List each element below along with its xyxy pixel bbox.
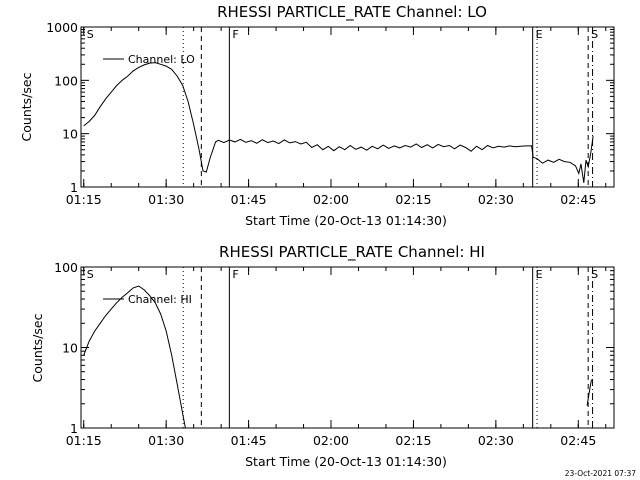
- hi-marker-label: S: [87, 268, 94, 281]
- hi-x-tick-label: 02:45: [560, 433, 596, 448]
- hi-chart-title: RHESSI PARTICLE_RATE Channel: HI: [219, 243, 485, 262]
- lo-series-line: [83, 62, 594, 183]
- hi-y-tick-label: 100: [54, 260, 78, 275]
- lo-chart-title: RHESSI PARTICLE_RATE Channel: LO: [217, 3, 487, 22]
- lo-y-axis-label: Counts/sec: [19, 72, 34, 141]
- hi-y-tick-label: 10: [62, 341, 78, 356]
- hi-x-tick-label: 02:00: [313, 433, 349, 448]
- lo-x-tick-label: 02:45: [560, 192, 596, 207]
- hi-series-line: [83, 285, 186, 428]
- hi-series-line: [586, 379, 592, 406]
- lo-y-tick-label: 10: [62, 127, 78, 142]
- hi-legend-label: Channel: HI: [128, 293, 192, 306]
- hi-y-tick-label: 1: [70, 421, 78, 436]
- hi-x-tick-label: 02:15: [395, 433, 431, 448]
- lo-marker-label: S: [591, 28, 598, 41]
- hi-x-tick-label: 01:30: [148, 433, 184, 448]
- hi-x-tick-label: 01:15: [66, 433, 102, 448]
- lo-marker-label: F: [232, 28, 238, 41]
- lo-channel-panel: RHESSI PARTICLE_RATE Channel: LO Start T…: [19, 3, 615, 228]
- lo-x-tick-label: 01:15: [66, 192, 102, 207]
- lo-x-tick-label: 01:45: [231, 192, 267, 207]
- lo-x-axis-label: Start Time (20-Oct-13 01:14:30): [245, 213, 447, 228]
- hi-x-axis-label: Start Time (20-Oct-13 01:14:30): [245, 454, 447, 469]
- hi-channel-panel: RHESSI PARTICLE_RATE Channel: HI Start T…: [30, 243, 615, 469]
- lo-marker-label: E: [536, 28, 543, 41]
- lo-y-tick-label: 1000: [46, 20, 78, 35]
- hi-marker-label: S: [591, 268, 598, 281]
- hi-y-axis-label: Counts/sec: [30, 313, 45, 382]
- hi-marker-label: E: [536, 268, 543, 281]
- lo-marker-label: S: [87, 28, 94, 41]
- footer-timestamp: 23-Oct-2021 07:37: [565, 469, 636, 478]
- lo-legend-label: Channel: LO: [128, 53, 195, 66]
- hi-plot-frame: [80, 266, 615, 429]
- hi-marker-label: F: [232, 268, 238, 281]
- lo-x-tick-label: 02:00: [313, 192, 349, 207]
- lo-x-tick-label: 01:30: [148, 192, 184, 207]
- lo-x-tick-label: 02:15: [395, 192, 431, 207]
- lo-y-tick-label: 100: [54, 73, 78, 88]
- lo-plot-frame: [80, 26, 615, 188]
- hi-x-tick-label: 01:45: [231, 433, 267, 448]
- lo-y-tick-label: 1: [70, 180, 78, 195]
- lo-x-tick-label: 02:30: [478, 192, 514, 207]
- hi-x-tick-label: 02:30: [478, 433, 514, 448]
